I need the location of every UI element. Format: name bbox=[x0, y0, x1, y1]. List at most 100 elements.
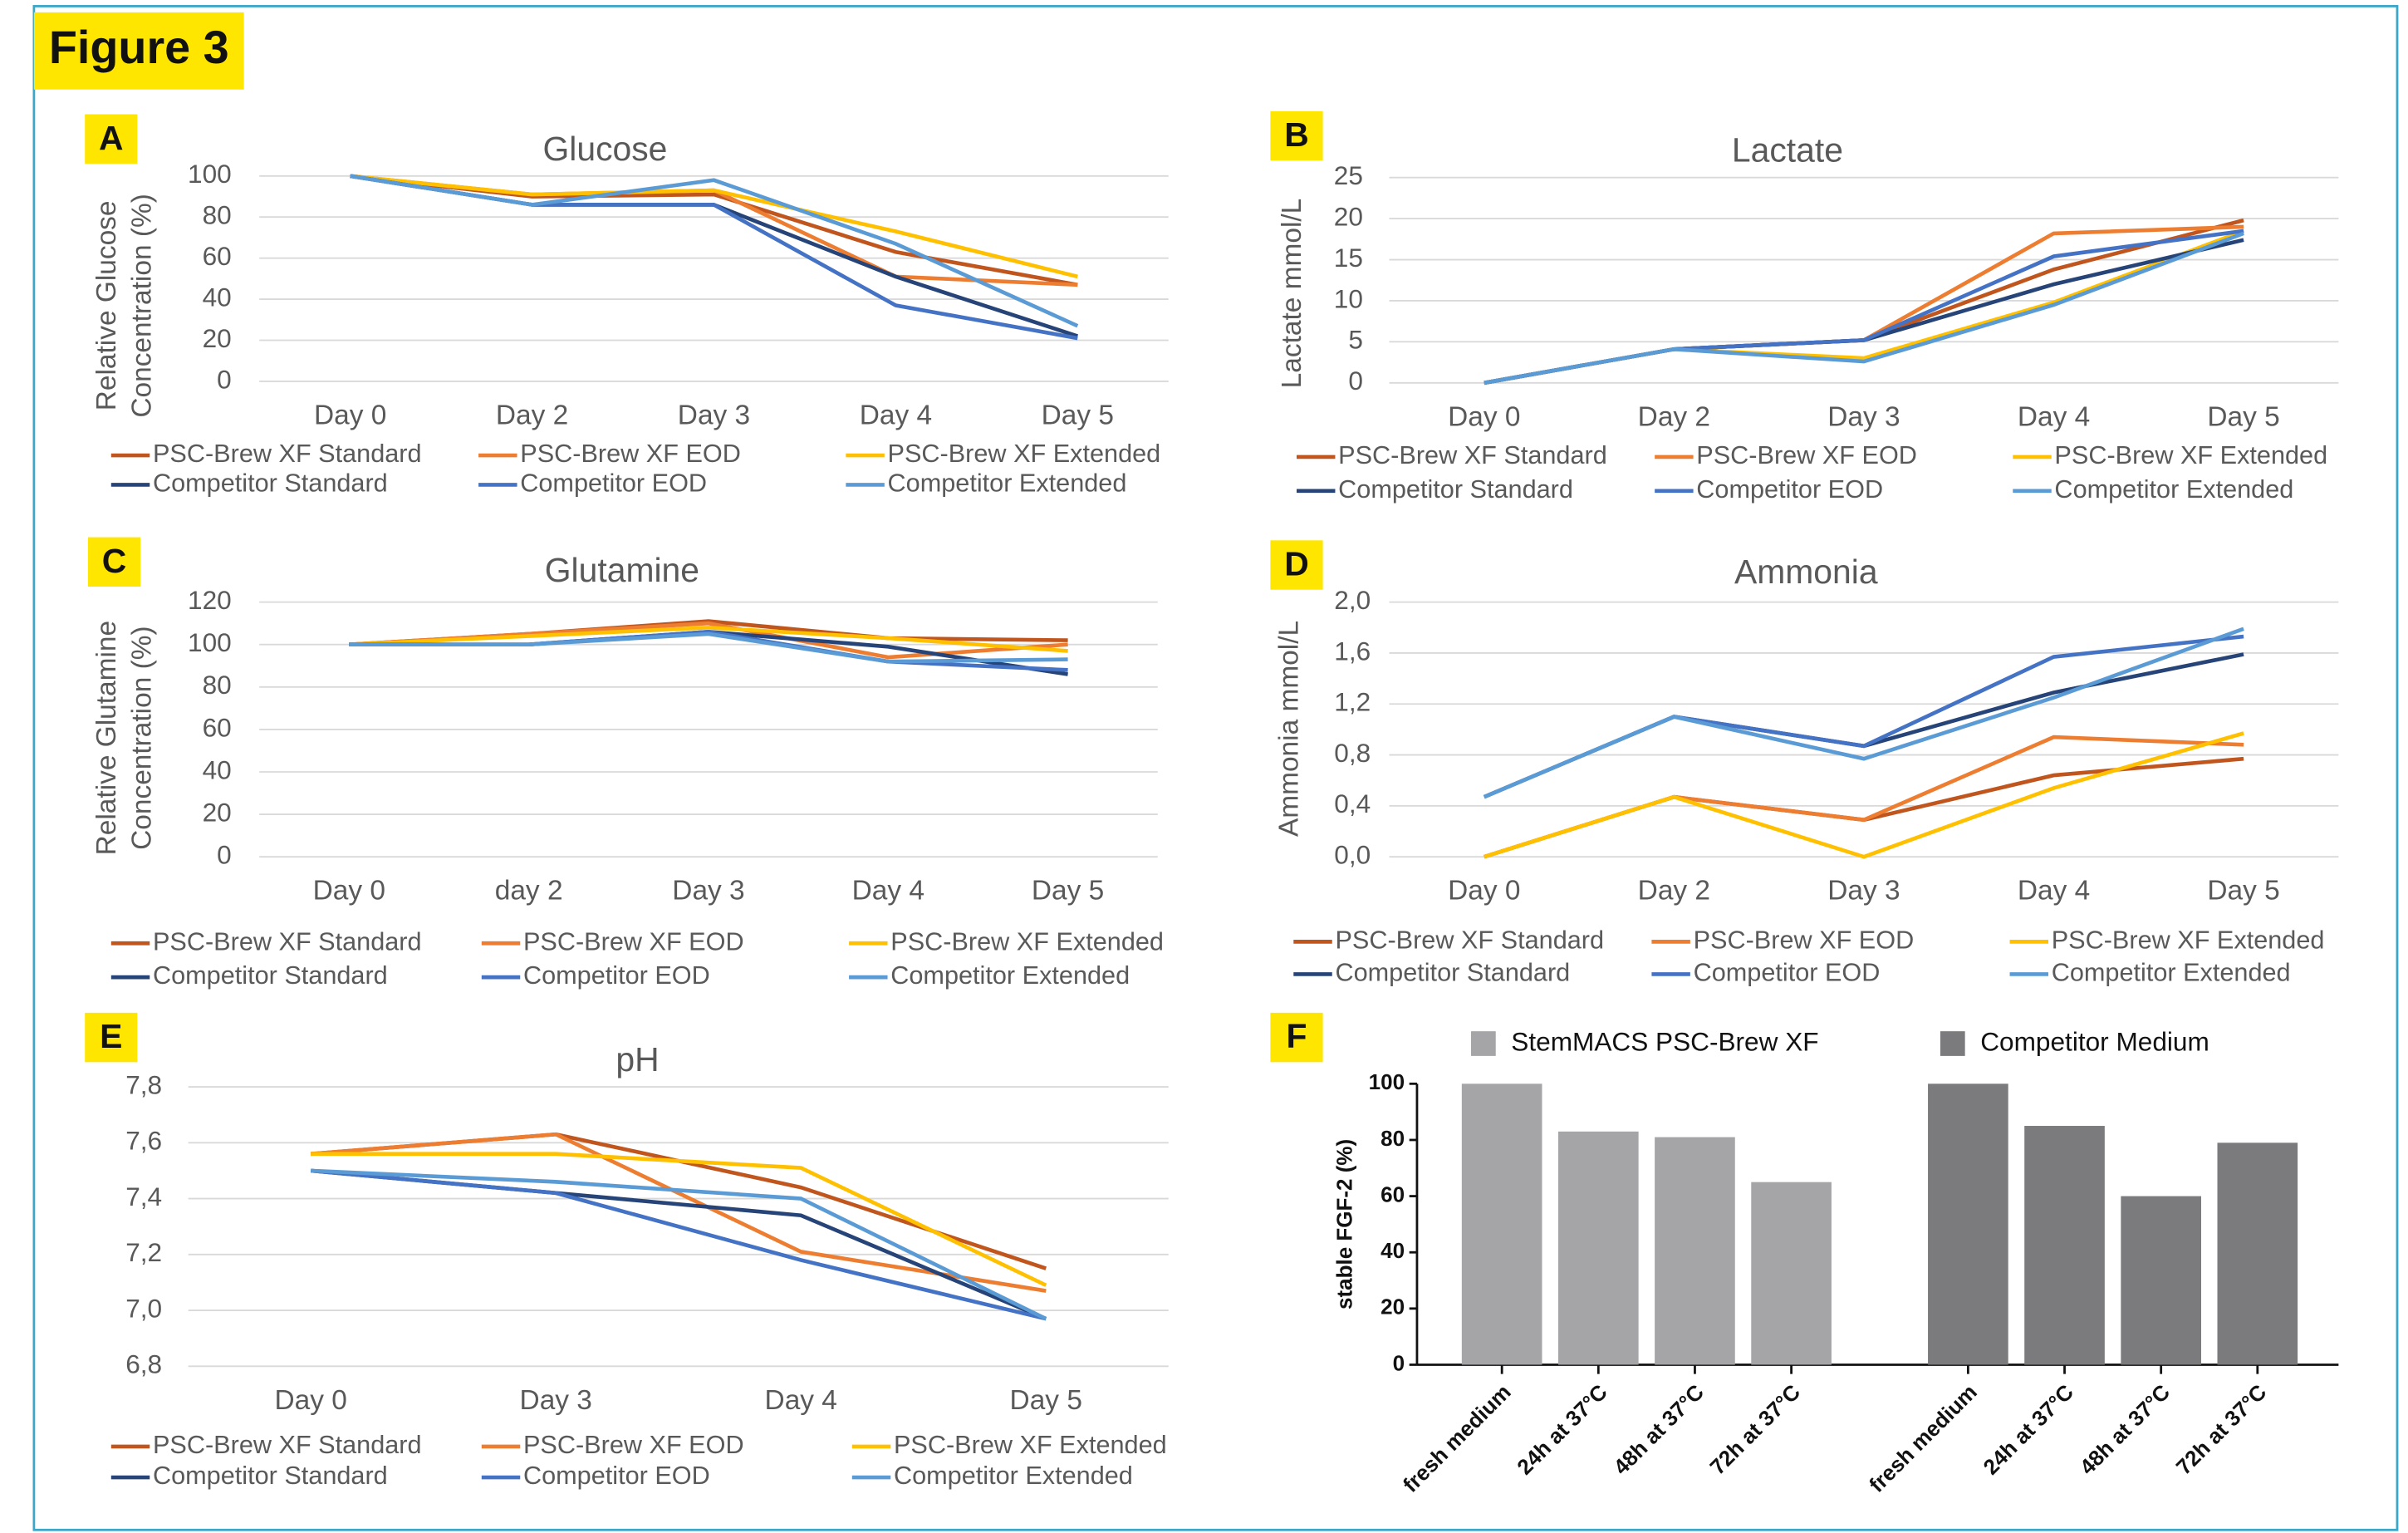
y-tick-label: 2,0 bbox=[1334, 585, 1371, 615]
x-tick-label: fresh medium bbox=[1864, 1379, 1982, 1497]
x-tick-label: Day 0 bbox=[314, 400, 386, 430]
bar bbox=[2024, 1126, 2105, 1365]
series-line bbox=[311, 1152, 1047, 1287]
legend-label: Competitor Extended bbox=[894, 1462, 1133, 1490]
y-tick-label: 1,2 bbox=[1334, 687, 1371, 717]
y-tick-label: 20 bbox=[1381, 1295, 1405, 1319]
legend-label: PSC-Brew XF Extended bbox=[890, 927, 1164, 956]
legend-label: Competitor EOD bbox=[523, 961, 710, 990]
legend-label: Competitor EOD bbox=[520, 469, 707, 498]
legend-label: PSC-Brew XF EOD bbox=[523, 927, 744, 956]
legend-label: PSC-Brew XF Extended bbox=[2054, 441, 2327, 469]
chart-title: Ammonia bbox=[1734, 553, 1878, 591]
legend-label: PSC-Brew XF Extended bbox=[2052, 926, 2325, 954]
y-tick-label: 7,2 bbox=[125, 1237, 162, 1267]
x-tick-label: Day 3 bbox=[1827, 401, 1900, 432]
x-tick-label: 48h at 37°C bbox=[1608, 1379, 1709, 1480]
x-tick-label: Day 2 bbox=[496, 400, 568, 430]
legend-label: PSC-Brew XF Standard bbox=[153, 1431, 422, 1459]
series-line bbox=[1484, 231, 2244, 386]
bar bbox=[2217, 1142, 2298, 1365]
series-line bbox=[350, 174, 1079, 328]
legend-label: Competitor EOD bbox=[1696, 475, 1883, 504]
y-tick-label: 20 bbox=[203, 797, 232, 827]
series-line bbox=[311, 1168, 1047, 1321]
x-tick-label: Day 0 bbox=[275, 1385, 347, 1416]
y-tick-label: 60 bbox=[203, 241, 232, 271]
bar bbox=[1557, 1131, 1639, 1365]
y-tick-label: 0,8 bbox=[1334, 738, 1371, 768]
series-line bbox=[1484, 731, 2244, 859]
series-line bbox=[350, 174, 1079, 338]
y-axis-label: stable FGF-2 (%) bbox=[1332, 1139, 1356, 1309]
y-tick-label: 7,4 bbox=[125, 1182, 162, 1211]
y-tick-label: 7,6 bbox=[125, 1126, 162, 1156]
panel-letter-box bbox=[1270, 540, 1323, 590]
panel-letter-box bbox=[87, 537, 141, 587]
x-tick-label: 24h at 37°C bbox=[1512, 1379, 1612, 1480]
y-axis-label: Ammonia mmol/L bbox=[1273, 621, 1304, 837]
series-line bbox=[1484, 756, 2244, 859]
y-tick-label: 15 bbox=[1334, 243, 1363, 273]
bar bbox=[1461, 1083, 1542, 1365]
y-axis-label: Relative Glucose bbox=[91, 201, 122, 411]
y-tick-label: 0 bbox=[1348, 366, 1363, 396]
x-tick-label: Day 0 bbox=[1448, 401, 1520, 432]
legend-label: Competitor EOD bbox=[523, 1462, 710, 1490]
panel-letter: B bbox=[1284, 115, 1309, 154]
bar bbox=[1655, 1137, 1735, 1365]
y-tick-label: 40 bbox=[203, 754, 232, 784]
figure-label-box bbox=[33, 12, 244, 90]
x-tick-label: Day 4 bbox=[2018, 876, 2090, 907]
series-line bbox=[1483, 626, 2244, 799]
figure-border bbox=[32, 5, 2399, 1531]
x-tick-label: Day 5 bbox=[2207, 876, 2279, 907]
legend-label: PSC-Brew XF Standard bbox=[153, 440, 422, 468]
panel-letter: C bbox=[102, 542, 127, 580]
bar bbox=[1928, 1083, 2008, 1365]
x-tick-label: 72h at 37°C bbox=[2171, 1379, 2272, 1480]
legend-label: PSC-Brew XF Extended bbox=[888, 440, 1161, 468]
y-tick-label: 40 bbox=[203, 282, 232, 312]
x-tick-label: Day 5 bbox=[1032, 876, 1104, 907]
legend-label: Competitor Extended bbox=[888, 469, 1127, 498]
panel-letter-box bbox=[85, 114, 138, 164]
y-tick-label: 7,8 bbox=[125, 1069, 162, 1099]
y-tick-label: 100 bbox=[188, 627, 232, 657]
chart-title: Glucose bbox=[543, 130, 668, 168]
legend-label: PSC-Brew XF EOD bbox=[1694, 926, 1915, 954]
panel-letter-box bbox=[85, 1012, 138, 1063]
x-tick-label: Day 2 bbox=[1638, 401, 1710, 432]
x-tick-label: Day 5 bbox=[1010, 1385, 1082, 1416]
series-line bbox=[349, 625, 1068, 653]
legend-label: Competitor EOD bbox=[1694, 958, 1881, 986]
panel-letter-box bbox=[1270, 111, 1323, 161]
legend-swatch bbox=[1940, 1031, 1965, 1056]
legend-swatch bbox=[1470, 1031, 1496, 1056]
x-tick-label: Day 4 bbox=[852, 876, 924, 907]
legend-label: PSC-Brew XF Standard bbox=[153, 927, 422, 956]
panel-letter: E bbox=[100, 1017, 122, 1055]
y-tick-label: 80 bbox=[203, 200, 232, 230]
series-line bbox=[1483, 652, 2244, 799]
y-tick-label: 10 bbox=[1334, 283, 1363, 313]
x-tick-label: Day 5 bbox=[2207, 401, 2279, 432]
x-tick-label: Day 3 bbox=[678, 400, 750, 430]
panel-letter: D bbox=[1284, 545, 1309, 583]
legend-label: PSC-Brew XF EOD bbox=[520, 440, 741, 468]
x-tick-label: Day 4 bbox=[765, 1385, 837, 1416]
y-tick-label: 100 bbox=[188, 159, 232, 189]
legend-label: Competitor Standard bbox=[1338, 475, 1573, 504]
y-tick-label: 40 bbox=[1381, 1238, 1405, 1263]
chart-title: Lactate bbox=[1732, 131, 1843, 170]
y-tick-label: 80 bbox=[203, 670, 232, 700]
series-line bbox=[350, 174, 1078, 341]
y-tick-label: 6,8 bbox=[125, 1349, 162, 1379]
series-line bbox=[1483, 634, 2244, 799]
x-tick-label: day 2 bbox=[495, 876, 563, 907]
panel-letter: A bbox=[99, 119, 124, 157]
y-tick-label: 20 bbox=[203, 323, 232, 353]
x-tick-label: Day 2 bbox=[1638, 876, 1710, 907]
x-tick-label: Day 5 bbox=[1042, 400, 1114, 430]
